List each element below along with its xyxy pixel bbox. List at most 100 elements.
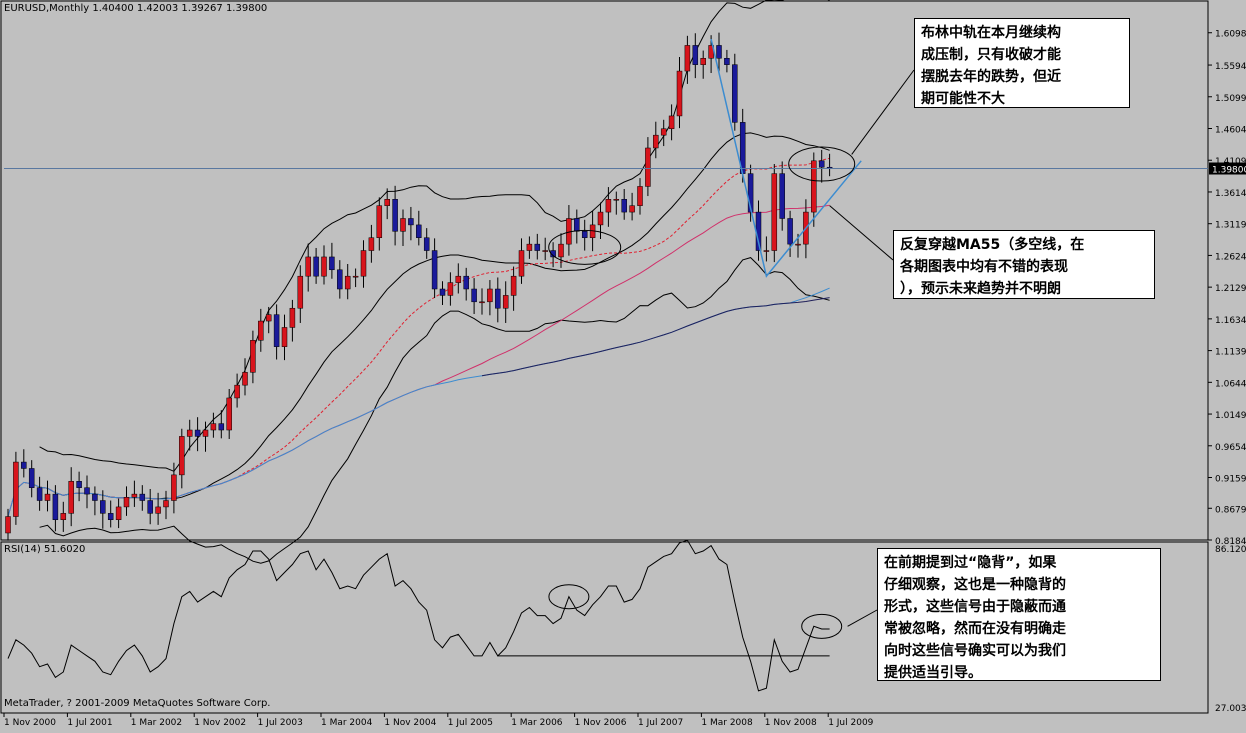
y-tick-label: 0.81840 xyxy=(1215,537,1246,547)
candle-body xyxy=(534,243,541,251)
candle-body xyxy=(368,237,375,251)
candle-body xyxy=(242,372,248,386)
pointer-line-note1 xyxy=(851,69,915,155)
annotation-bollinger-note: 布林中轨在本月继续构 成压制，只有收破才能 摆脱去年的跌势，但近 期可能性不大 xyxy=(914,18,1130,108)
candle-body xyxy=(392,199,398,232)
candle-body xyxy=(265,314,272,322)
x-tick-label: 1 Jul 2001 xyxy=(67,718,112,728)
candle-body xyxy=(5,516,11,534)
annotation-rsi-note: 在前期提到过“隐背”，如果 仔细观察，这也是一种隐背的 形式，这些信号由于隐蔽而… xyxy=(877,548,1161,681)
x-tick-label: 1 Nov 2000 xyxy=(4,718,56,728)
candle-body xyxy=(202,429,209,437)
y-tick-label: 1.36140 xyxy=(1215,189,1246,199)
candle-body xyxy=(400,218,406,232)
candle-body xyxy=(305,256,311,277)
x-tick-label: 1 Nov 2004 xyxy=(384,718,436,728)
candle-body xyxy=(597,211,604,226)
candle-body xyxy=(13,461,19,517)
x-tick-label: 1 Jul 2009 xyxy=(828,718,873,728)
rsi-y-tick-label: 86.1208 xyxy=(1215,545,1246,555)
candle-body xyxy=(747,173,754,213)
candle-body xyxy=(574,218,580,232)
candle-body xyxy=(408,218,414,226)
candle-body xyxy=(463,275,469,290)
candle-body xyxy=(344,275,351,290)
candle-body xyxy=(376,205,383,238)
candle-body xyxy=(360,250,367,277)
candle-body xyxy=(123,497,130,508)
candle-body xyxy=(337,269,343,290)
candle-body xyxy=(28,468,35,488)
candle-body xyxy=(131,493,138,498)
candle-body xyxy=(313,256,319,277)
candle-body xyxy=(60,513,67,520)
candle-body xyxy=(732,64,738,123)
candle-body xyxy=(258,320,264,341)
candle-body xyxy=(684,45,691,72)
candle-body xyxy=(495,288,501,309)
candle-body xyxy=(84,487,90,495)
y-tick-label: 1.41090 xyxy=(1215,157,1246,167)
rsi-header: RSI(14) 51.6020 xyxy=(4,544,86,555)
candle-body xyxy=(455,275,462,283)
ma-navy-line xyxy=(481,297,830,377)
candle-body xyxy=(526,243,533,251)
candle-body xyxy=(763,250,770,252)
candle-body xyxy=(76,481,82,488)
trendline-v-shape xyxy=(710,38,862,278)
candle-body xyxy=(100,500,106,514)
candle-body xyxy=(107,513,114,520)
y-tick-label: 1.60980 xyxy=(1215,30,1246,40)
candle-body xyxy=(510,275,517,296)
candle-body xyxy=(329,256,335,271)
candle-body xyxy=(297,275,304,309)
rsi-y-tick-label: 27.0037 xyxy=(1215,704,1246,714)
candle-body xyxy=(795,243,801,246)
bollinger-lower-line xyxy=(39,257,830,564)
candle-body xyxy=(226,397,232,431)
candle-body xyxy=(186,429,193,437)
candle-body xyxy=(818,160,825,168)
x-tick-label: 1 Jul 2007 xyxy=(638,718,683,728)
y-tick-label: 1.16340 xyxy=(1215,316,1246,326)
rsi-pane-frame xyxy=(0,541,1209,714)
candle-body xyxy=(273,314,280,347)
x-tick-label: 1 Mar 2008 xyxy=(701,718,753,728)
candle-body xyxy=(21,461,27,469)
candle-body xyxy=(811,160,817,213)
y-tick-label: 1.21290 xyxy=(1215,284,1246,294)
candle-body xyxy=(653,134,659,149)
main-pane-frame xyxy=(0,0,1209,541)
candle-body xyxy=(439,288,446,296)
candle-body xyxy=(194,429,201,437)
candle-body xyxy=(771,173,778,251)
candle-body xyxy=(289,307,296,328)
candle-body xyxy=(163,500,169,508)
candle-body xyxy=(613,199,620,201)
candle-body xyxy=(52,493,59,520)
candle-body xyxy=(621,199,627,213)
candle-body xyxy=(692,45,699,65)
x-tick-label: 1 Jul 2005 xyxy=(448,718,493,728)
candle-body xyxy=(502,295,509,309)
candle-body xyxy=(700,58,706,65)
candle-body xyxy=(518,250,525,277)
ellipse-bollinger-resistance xyxy=(788,146,856,182)
candle-body xyxy=(36,487,43,501)
x-tick-label: 1 Mar 2004 xyxy=(321,718,373,728)
candle-body xyxy=(542,250,548,252)
candle-body xyxy=(218,423,225,431)
candle-body xyxy=(147,500,153,514)
candle-body xyxy=(629,205,635,213)
candle-body xyxy=(558,243,564,258)
candle-body xyxy=(637,186,643,206)
ellipse-rsi-2009 xyxy=(801,613,843,639)
x-tick-label: 1 Nov 2008 xyxy=(765,718,817,728)
candle-body xyxy=(479,301,485,304)
candle-body xyxy=(321,256,327,277)
x-tick-label: 1 Jul 2003 xyxy=(258,718,303,728)
candle-body xyxy=(668,115,675,130)
